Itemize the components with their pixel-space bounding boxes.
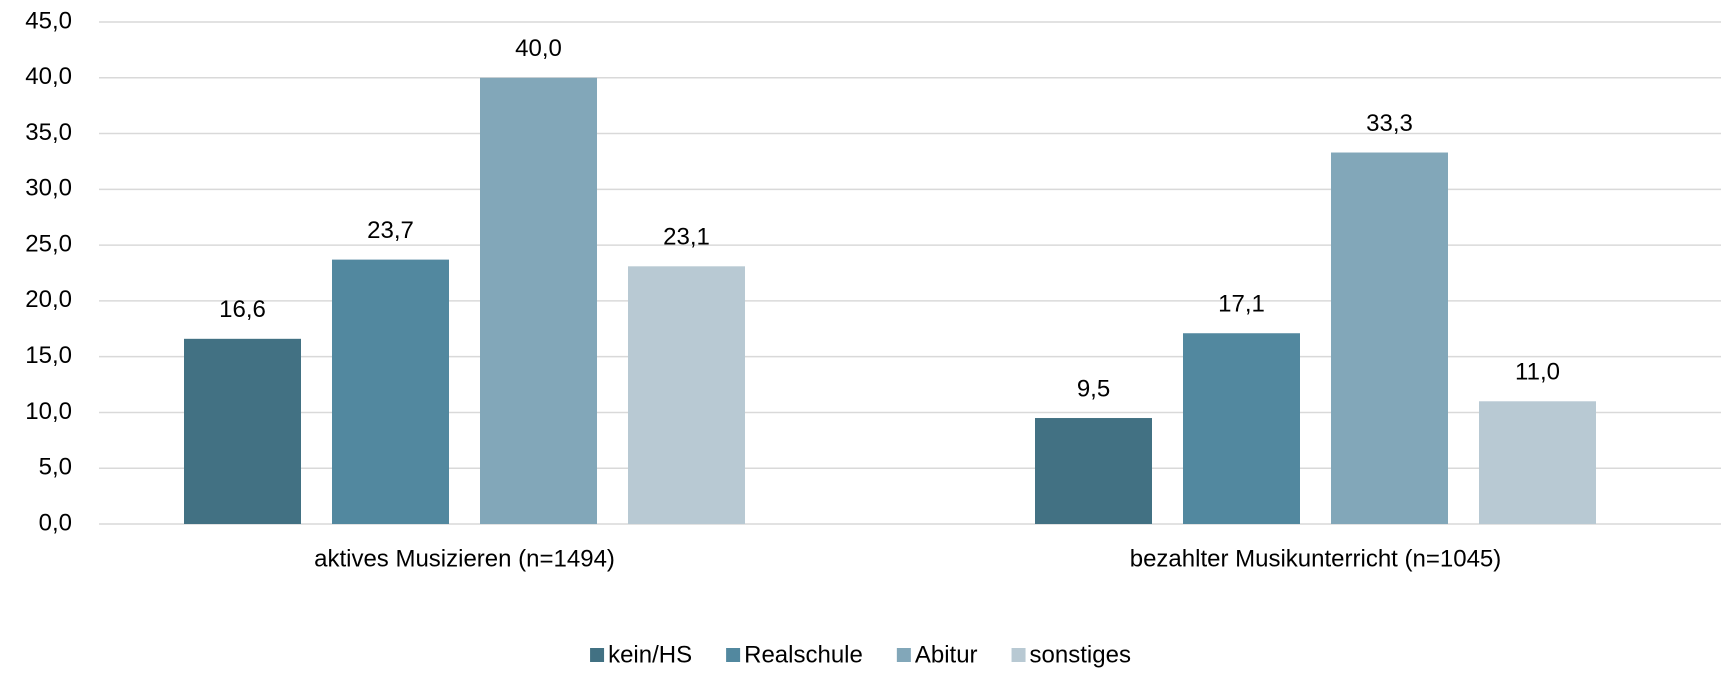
legend-label: Abitur [915, 641, 978, 668]
value-label: 17,1 [1218, 291, 1265, 318]
value-label: 33,3 [1366, 110, 1413, 137]
value-label: 23,7 [367, 217, 414, 244]
y-tick-label: 25,0 [25, 230, 72, 257]
bar [480, 77, 597, 525]
y-tick-label: 30,0 [25, 175, 72, 202]
value-label: 23,1 [663, 224, 710, 251]
value-label: 9,5 [1077, 375, 1110, 402]
y-tick-label: 10,0 [25, 398, 72, 425]
legend-swatch [726, 648, 741, 662]
value-label: 40,0 [515, 35, 562, 62]
y-tick-label: 40,0 [25, 63, 72, 90]
value-label: 11,0 [1515, 359, 1560, 386]
value-label: 16,6 [219, 296, 266, 323]
legend-label: sonstiges [1030, 641, 1131, 668]
legend-label: kein/HS [608, 641, 692, 668]
y-tick-label: 45,0 [25, 7, 72, 34]
bar [1331, 152, 1448, 524]
bar [332, 259, 449, 524]
bar [184, 338, 301, 524]
y-tick-label: 0,0 [39, 509, 72, 536]
legend-swatch [1011, 648, 1026, 662]
x-tick-label: bezahlter Musikunterricht (n=1045) [1130, 545, 1502, 572]
legend-swatch [896, 648, 911, 662]
bar [1479, 401, 1596, 524]
x-tick-label: aktives Musizieren (n=1494) [314, 545, 615, 572]
y-tick-label: 5,0 [39, 454, 72, 481]
bar [1183, 333, 1300, 524]
y-tick-label: 15,0 [25, 342, 72, 369]
bar [628, 266, 745, 524]
y-tick-label: 35,0 [25, 119, 72, 146]
legend-swatch [590, 648, 605, 662]
legend-label: Realschule [744, 641, 863, 668]
y-tick-label: 20,0 [25, 286, 72, 313]
bar [1035, 418, 1152, 524]
